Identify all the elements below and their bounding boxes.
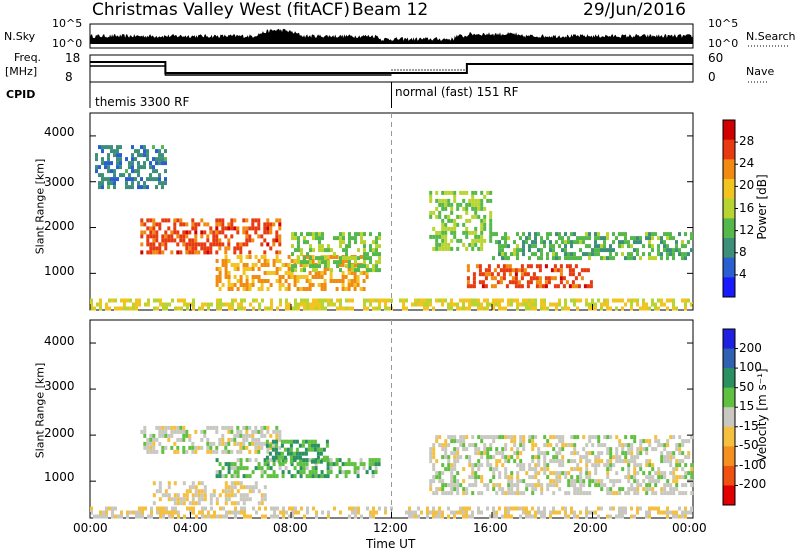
velocity-colorbar-tick-0: 200 (739, 340, 762, 355)
velocity-feature-4 (429, 435, 694, 496)
velocity-feature-0 (140, 425, 282, 454)
power-colorbar-tick-4: 20 (739, 178, 755, 193)
power-feature-7 (90, 298, 693, 311)
power-colorbar-tick-6: 28 (739, 134, 755, 149)
freq-trace (90, 61, 693, 74)
power-feature-4 (429, 190, 493, 251)
nsearch-tick-bottom: 10^0 (708, 37, 739, 50)
velocity-ytick-3000: 3000 (44, 379, 75, 393)
power-feature-6 (492, 232, 693, 261)
power-feature-5 (466, 264, 593, 289)
cpid-segment-2: normal (fast) 151 RF (395, 85, 519, 99)
power-colorbar-seg-7 (723, 257, 735, 278)
station-title: Christmas Valley West (fitACF) (92, 0, 351, 20)
beam-title: Beam 12 (352, 0, 429, 20)
power-colorbar-seg-0 (723, 120, 735, 141)
power-colorbar-seg-2 (723, 159, 735, 180)
velocity-feature-5 (90, 506, 693, 519)
power-ytick-2000: 2000 (44, 219, 75, 233)
velocity-colorbar-tick-1: 100 (739, 360, 762, 375)
velocity-colorbar-tick-3: 15 (739, 399, 755, 414)
power-colorbar-seg-6 (723, 238, 735, 259)
velocity-colorbar-seg-2 (723, 368, 735, 389)
power-colorbar-seg-5 (723, 218, 735, 239)
velocity-feature-2 (265, 439, 329, 464)
xtick-0: 00:00 (73, 521, 108, 535)
xtick-5: 20:00 (573, 521, 608, 535)
velocity-colorbar-tick-5: -50 (739, 438, 759, 453)
power-ytick-1000: 1000 (44, 264, 75, 278)
noise-sky-trace (90, 28, 693, 44)
velocity-colorbar-seg-3 (723, 387, 735, 408)
freq-label: Freq. (14, 51, 42, 64)
power-ytick-4000: 4000 (44, 125, 75, 139)
velocity-colorbar-frame (722, 328, 736, 506)
velocity-ytick-1000: 1000 (44, 470, 75, 484)
velocity-colorbar-seg-5 (723, 426, 735, 447)
velocity-colorbar-tick-6: -100 (739, 457, 767, 472)
power-feature-2 (291, 232, 381, 273)
xtick-1: 04:00 (173, 521, 208, 535)
power-ytick-3000: 3000 (44, 175, 75, 189)
xtick-3: 12:00 (373, 521, 408, 535)
velocity-colorbar-seg-6 (723, 446, 735, 467)
power-feature-0 (140, 218, 282, 255)
power-colorbar-tick-2: 12 (739, 222, 755, 237)
power-colorbar-seg-8 (723, 277, 735, 298)
freq-tick-top: 18 (65, 51, 81, 65)
power-feature-3 (95, 145, 167, 190)
velocity-colorbar-seg-1 (723, 348, 735, 369)
xtick-6: 00:00 (672, 521, 707, 535)
velocity-feature-1 (215, 458, 381, 479)
velocity-colorbar-tick-2: 50 (739, 379, 755, 394)
nsky-tick-top: 10^5 (52, 17, 83, 30)
xtick-2: 08:00 (273, 521, 308, 535)
nave-tick-bottom: 0 (708, 70, 716, 84)
cpid-segment-1: themis 3300 RF (95, 95, 190, 109)
power-colorbar-tick-0: 4 (739, 266, 747, 281)
power-colorbar-tick-3: 16 (739, 200, 755, 215)
cpid-label: CPID (6, 88, 36, 101)
velocity-colorbar-seg-4 (723, 407, 735, 428)
nsearch-tick-top: 10^5 (708, 17, 739, 30)
power-colorbar-tick-5: 24 (739, 156, 755, 171)
power-colorbar-seg-3 (723, 179, 735, 200)
velocity-colorbar-tick-7: -200 (739, 477, 767, 492)
nave-tick-top: 60 (708, 51, 724, 65)
nsearch-label: N.Search (746, 30, 796, 43)
date-title: 29/Jun/2016 (583, 0, 686, 20)
velocity-colorbar-seg-8 (723, 485, 735, 506)
nsky-tick-bottom: 10^0 (52, 37, 83, 50)
velocity-ytick-2000: 2000 (44, 426, 75, 440)
freq-unit-label: [MHz] (5, 65, 38, 78)
nave-label: Nave (746, 65, 775, 78)
freq-panel-frame (89, 54, 694, 83)
nave-trace-solid (90, 65, 392, 76)
xaxis-label: Time UT (366, 537, 416, 551)
velocity-colorbar-tick-4: -15 (739, 418, 759, 433)
xtick-4: 16:00 (473, 521, 508, 535)
nsky-label: N.Sky (4, 30, 36, 43)
velocity-colorbar-seg-7 (723, 465, 735, 486)
velocity-feature-3 (152, 481, 267, 506)
power-colorbar-tick-1: 8 (739, 244, 747, 259)
velocity-ytick-4000: 4000 (44, 334, 75, 348)
power-colorbar-seg-4 (723, 198, 735, 219)
freq-tick-bottom: 8 (65, 70, 73, 84)
power-colorbar-seg-1 (723, 139, 735, 160)
velocity-colorbar-seg-0 (723, 329, 735, 350)
